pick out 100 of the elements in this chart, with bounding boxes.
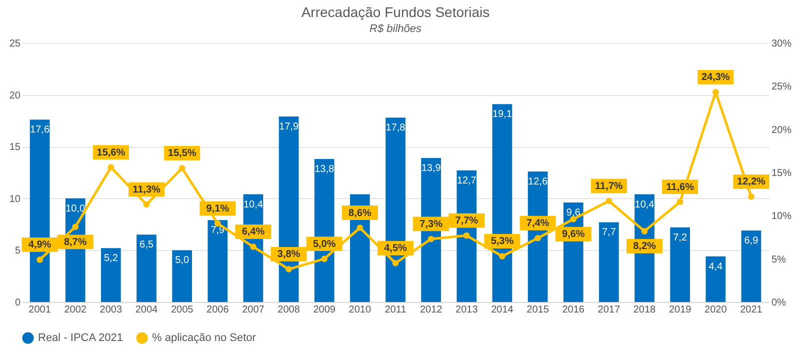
data-label: 12,6 xyxy=(528,176,548,188)
x-tick-label: 2001 xyxy=(28,304,52,316)
data-label: 4,9% xyxy=(28,240,52,251)
data-label: 5,0% xyxy=(312,238,336,250)
data-label: 9,1% xyxy=(206,203,230,214)
y-tick-label: 15 xyxy=(9,142,21,154)
y2-tick-label: 10% xyxy=(772,211,792,222)
data-label: 8,6% xyxy=(348,208,372,219)
bar xyxy=(101,248,121,302)
x-tick-label: 2007 xyxy=(242,304,265,316)
y2-tick-label: 0% xyxy=(772,298,786,308)
y-tick-label: 0 xyxy=(14,298,21,308)
point xyxy=(463,232,470,239)
data-label: 11,7% xyxy=(595,180,623,192)
chart-subtitle: R$ bilhões xyxy=(370,23,422,35)
point xyxy=(748,194,754,200)
x-tick-label: 2011 xyxy=(384,304,407,316)
y2-tick-label: 30% xyxy=(772,38,792,50)
data-label: 12,7 xyxy=(456,175,477,186)
x-tick-label: 2018 xyxy=(633,304,656,316)
bar xyxy=(136,234,156,302)
legend-label: Real - IPCA 2021 xyxy=(38,332,123,344)
data-label: 6,4% xyxy=(242,226,265,238)
data-label: 9,6 xyxy=(566,208,581,219)
data-label: 12,2% xyxy=(737,176,766,188)
data-label: 11,3% xyxy=(132,184,161,196)
bar xyxy=(599,222,619,302)
data-label: 17,6 xyxy=(30,124,50,136)
point xyxy=(250,244,256,250)
point xyxy=(143,201,150,208)
data-label: 7,7% xyxy=(455,216,478,227)
point xyxy=(606,198,612,204)
data-label: 13,8 xyxy=(314,164,335,176)
bar xyxy=(670,227,690,302)
x-tick-label: 2005 xyxy=(170,304,194,316)
point xyxy=(534,234,541,242)
y2-tick-label: 25% xyxy=(772,82,792,93)
data-label: 7,3% xyxy=(420,218,443,230)
point xyxy=(178,165,186,172)
data-label: 10,4 xyxy=(634,199,655,210)
y-tick-label: 25 xyxy=(9,38,21,50)
data-label: 10,0 xyxy=(66,203,86,214)
legend-label: % aplicação no Setor xyxy=(152,332,256,344)
data-label: 9,6% xyxy=(562,229,585,240)
bar xyxy=(172,250,192,302)
x-tick-label: 2020 xyxy=(704,304,728,316)
point xyxy=(36,256,43,263)
bar xyxy=(208,220,228,302)
data-label: 7,7 xyxy=(602,227,616,238)
x-tick-label: 2003 xyxy=(100,304,122,316)
data-label: 17,8 xyxy=(386,122,406,134)
y-tick-label: 20 xyxy=(9,90,21,102)
x-tick-label: 2017 xyxy=(598,304,620,316)
point xyxy=(356,224,364,231)
data-label: 15,5% xyxy=(168,148,196,160)
x-tick-label: 2002 xyxy=(64,304,87,316)
x-tick-label: 2010 xyxy=(348,304,372,316)
point xyxy=(321,256,328,262)
x-tick-label: 2015 xyxy=(526,304,550,316)
point xyxy=(428,236,434,242)
y-tick-label: 10 xyxy=(9,194,21,205)
data-label: 7,2 xyxy=(673,232,688,244)
data-label: 6,9 xyxy=(744,236,759,247)
point xyxy=(641,228,648,234)
data-label: 5,3% xyxy=(490,236,514,248)
data-label: 8,7% xyxy=(64,236,87,248)
point xyxy=(499,253,506,260)
x-tick-label: 2012 xyxy=(420,304,443,316)
data-label: 24,3% xyxy=(701,72,730,84)
x-tick-label: 2021 xyxy=(740,304,763,316)
data-label: 13,9 xyxy=(421,162,442,174)
x-tick-label: 2006 xyxy=(206,304,230,316)
data-label: 5,2 xyxy=(104,253,118,264)
x-tick-label: 2014 xyxy=(491,304,514,316)
data-label: 11,6% xyxy=(666,182,694,193)
data-label: 4,4 xyxy=(708,261,724,272)
bar xyxy=(741,230,762,302)
bar xyxy=(706,256,726,302)
data-label: 10,4 xyxy=(243,199,264,210)
point xyxy=(676,198,684,206)
data-label: 7,4% xyxy=(526,218,550,230)
x-tick-label: 2004 xyxy=(135,304,158,316)
point xyxy=(108,164,114,170)
x-tick-label: 2019 xyxy=(668,304,692,316)
data-label: 6,5 xyxy=(140,240,154,251)
data-label: 17,9 xyxy=(279,122,299,133)
x-tick-label: 2016 xyxy=(562,304,585,316)
point xyxy=(286,266,292,272)
x-tick-label: 2009 xyxy=(313,304,336,316)
point xyxy=(392,260,399,266)
y2-tick-label: 5% xyxy=(772,254,786,266)
data-label: 4,5% xyxy=(384,243,408,254)
y2-tick-label: 20% xyxy=(772,124,792,136)
chart-title: Arrecadação Fundos Setoriais xyxy=(301,4,490,20)
data-label: 15,6% xyxy=(96,147,126,158)
data-label: 19,1 xyxy=(492,109,512,120)
data-label: 8,2% xyxy=(633,241,656,252)
y2-tick-label: 15% xyxy=(772,168,792,179)
point xyxy=(712,89,719,96)
data-label: 3,8% xyxy=(277,249,300,260)
